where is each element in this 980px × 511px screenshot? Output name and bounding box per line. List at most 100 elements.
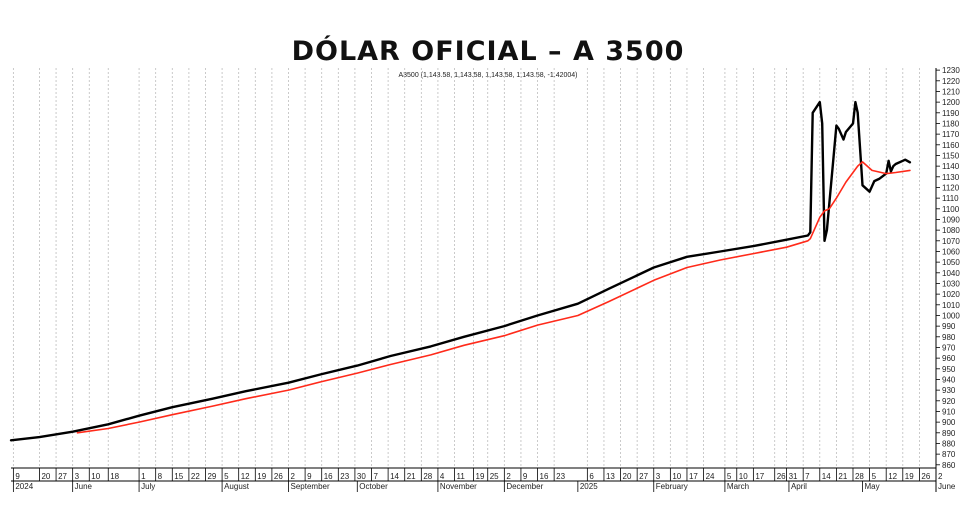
y-tick-label: 1200	[942, 98, 960, 107]
x-tick-label: 23	[556, 472, 565, 481]
x-tick-label: 27	[639, 472, 648, 481]
x-tick-label: 21	[838, 472, 847, 481]
y-tick-label: 1210	[942, 87, 960, 96]
grid	[12, 68, 937, 468]
x-tick-label: 15	[174, 472, 183, 481]
month-label: August	[224, 482, 250, 491]
y-tick-label: 1020	[942, 290, 960, 299]
x-tick-label: 28	[855, 472, 864, 481]
month-label: March	[727, 482, 749, 491]
x-tick-label: 24	[706, 472, 715, 481]
y-tick-label: 1060	[942, 247, 960, 256]
y-tick-label: 1220	[942, 77, 960, 86]
y-tick-label: 1080	[942, 226, 960, 235]
x-tick-label: 10	[672, 472, 681, 481]
x-tick-label: 16	[324, 472, 333, 481]
month-label: April	[791, 482, 807, 491]
month-label: July	[141, 482, 155, 491]
x-tick-label: 5	[727, 472, 732, 481]
x-tick-label: 6	[589, 472, 594, 481]
y-tick-label: 1230	[942, 66, 960, 75]
x-tick-label: 23	[340, 472, 349, 481]
x-tick-label: 9	[15, 472, 20, 481]
y-tick-label: 980	[942, 333, 956, 342]
month-label: June	[75, 482, 93, 491]
y-tick-label: 930	[942, 386, 956, 395]
chart-info-line: A3500 (1,143.58, 1,143.58, 1,143.58, 1,1…	[398, 72, 577, 79]
x-tick-label: 11	[457, 472, 466, 481]
x-tick-label: 22	[191, 472, 200, 481]
y-tick-label: 990	[942, 322, 956, 331]
x-tick-label: 26	[274, 472, 283, 481]
y-tick-label: 1100	[942, 205, 960, 214]
x-tick-label: 13	[606, 472, 615, 481]
chart-title: DÓLAR OFICIAL – A 3500	[292, 35, 685, 67]
x-tick-label: 31	[789, 472, 798, 481]
y-tick-label: 1010	[942, 301, 960, 310]
x-tick-label: 26	[777, 472, 786, 481]
x-tick-label: 19	[476, 472, 485, 481]
month-label: May	[864, 482, 879, 491]
x-tick-label: 30	[357, 472, 366, 481]
x-tick-label: 12	[241, 472, 250, 481]
x-tick-label: 25	[490, 472, 499, 481]
month-label: June	[938, 482, 956, 491]
y-tick-label: 1050	[942, 258, 960, 267]
x-tick-label: 1	[141, 472, 146, 481]
month-label: September	[291, 482, 330, 491]
x-tick-label: 9	[523, 472, 528, 481]
x-tick-label: 3	[656, 472, 661, 481]
y-tick-label: 900	[942, 418, 956, 427]
y-tick-label: 1140	[942, 162, 960, 171]
month-label: October	[359, 482, 388, 491]
x-axis: 9 20 27 3 10 18 1 8 15 22 29 5 12 19 26 2 9 16 23 30 7 14 21 28…	[12, 468, 956, 492]
y-tick-label: 950	[942, 365, 956, 374]
x-tick-label: 10	[91, 472, 100, 481]
month-label: February	[656, 482, 688, 491]
x-tick-label: 28	[423, 472, 432, 481]
x-tick-label: 16	[540, 472, 549, 481]
y-tick-label: 1160	[942, 141, 960, 150]
month-label: 2024	[15, 482, 33, 491]
x-tick-label: 21	[407, 472, 416, 481]
y-tick-label: 1040	[942, 269, 960, 278]
y-tick-label: 970	[942, 343, 956, 352]
x-tick-label: 19	[905, 472, 914, 481]
x-tick-label: 17	[755, 472, 764, 481]
x-tick-label: 20	[41, 472, 50, 481]
x-tick-label: 29	[207, 472, 216, 481]
y-tick-label: 910	[942, 407, 956, 416]
y-tick-label: 1110	[942, 194, 959, 203]
x-tick-label: 8	[158, 472, 163, 481]
x-tick-label: 7	[374, 472, 379, 481]
y-tick-label: 1090	[942, 215, 960, 224]
y-tick-label: 920	[942, 397, 956, 406]
series	[9, 100, 912, 442]
x-tick-label: 17	[689, 472, 698, 481]
y-tick-label: 1070	[942, 237, 960, 246]
month-label: 2025	[580, 482, 598, 491]
x-tick-label: 2	[291, 472, 296, 481]
y-tick-label: 880	[942, 439, 956, 448]
y-tick-label: 1180	[942, 119, 960, 128]
y-tick-label: 940	[942, 375, 956, 384]
x-tick-label: 18	[110, 472, 119, 481]
y-tick-label: 890	[942, 429, 956, 438]
series-line-red	[76, 161, 911, 434]
y-tick-label: 1170	[942, 130, 960, 139]
x-tick-label: 7	[805, 472, 810, 481]
x-tick-label: 10	[739, 472, 748, 481]
x-tick-label: 14	[390, 472, 399, 481]
y-tick-label: 1030	[942, 279, 960, 288]
y-tick-label: 1150	[942, 151, 960, 160]
x-tick-label: 2	[938, 472, 943, 481]
month-label: December	[506, 482, 543, 491]
x-tick-label: 26	[921, 472, 930, 481]
series-line-black	[9, 100, 912, 442]
month-label: November	[440, 482, 477, 491]
y-tick-label: 1000	[942, 311, 960, 320]
x-tick-label: 12	[888, 472, 897, 481]
y-tick-label: 870	[942, 450, 956, 459]
